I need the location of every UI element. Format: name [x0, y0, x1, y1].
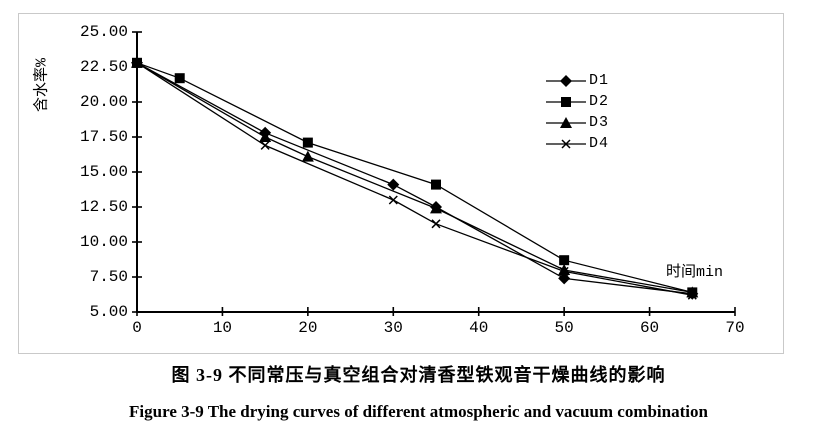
square-marker [561, 96, 571, 107]
legend-item-D1: D1 [545, 70, 609, 91]
legend-label-D2: D2 [589, 93, 610, 110]
y-tick-label: 22.50 [79, 58, 128, 76]
y-tick-label: 17.50 [79, 128, 128, 146]
x-axis-title: 时间min [666, 264, 724, 281]
x-tick-label: 50 [554, 319, 574, 337]
y-tick-label: 12.50 [79, 198, 128, 216]
x-tick-label: 0 [132, 319, 142, 337]
legend: D1 D2 D3 D4 [545, 70, 609, 154]
figure-caption-zh: 图 3-9 不同常压与真空组合对清香型铁观音干燥曲线的影响 [171, 365, 666, 385]
y-tick-label: 5.00 [89, 303, 128, 321]
chart-area [18, 13, 784, 354]
legend-key-D4 [546, 138, 586, 149]
figure-caption-en: Figure 3-9 The drying curves of differen… [129, 402, 708, 421]
x-tick-label: 40 [469, 319, 489, 337]
y-tick-label: 15.00 [79, 163, 128, 181]
x-tick-label: 60 [639, 319, 660, 337]
y-tick-label: 10.00 [79, 233, 128, 251]
y-tick-label: 7.50 [89, 268, 128, 286]
y-tick-label: 25.00 [79, 23, 128, 41]
legend-item-D3: D3 [545, 112, 609, 133]
legend-label-D4: D4 [589, 135, 610, 152]
x-tick-label: 30 [383, 319, 403, 337]
legend-key-D1 [546, 74, 586, 87]
y-tick-label: 20.00 [79, 93, 128, 111]
legend-item-D4: D4 [545, 133, 609, 154]
legend-item-D2: D2 [545, 91, 609, 112]
x-tick-label: 70 [725, 319, 745, 337]
legend-key-D2 [546, 96, 586, 107]
legend-key-D3 [546, 116, 586, 128]
triangle-marker [560, 116, 572, 128]
diamond-marker [560, 74, 572, 87]
legend-label-D1: D1 [589, 72, 610, 89]
x-tick-label: 10 [212, 319, 233, 337]
y-axis-title: 含水率% [33, 57, 51, 113]
x-tick-label: 20 [298, 319, 318, 337]
legend-label-D3: D3 [589, 114, 610, 131]
x-marker [561, 138, 571, 149]
